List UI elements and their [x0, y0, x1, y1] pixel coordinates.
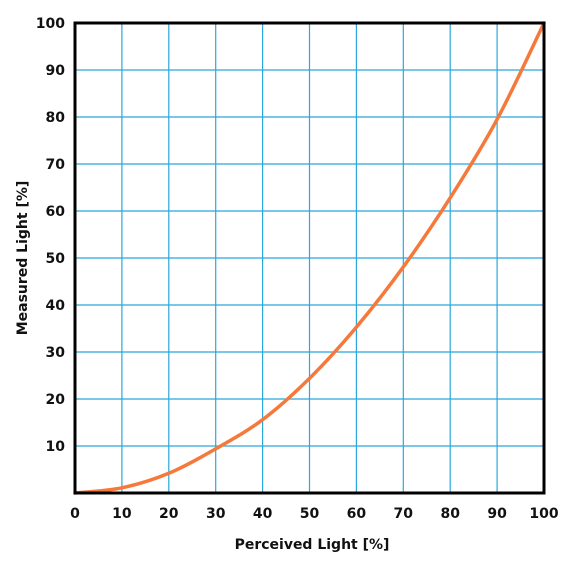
y-tick-label-70: 70	[46, 157, 66, 173]
y-tick-label-60: 60	[46, 204, 66, 220]
y-axis-title: Measured Light [%]	[15, 181, 31, 336]
y-tick-label-50: 50	[46, 251, 66, 267]
y-tick-label-30: 30	[46, 345, 66, 361]
y-tick-label-100: 100	[36, 16, 65, 32]
x-tick-label-30: 30	[206, 506, 226, 522]
x-tick-label-0: 0	[70, 506, 80, 522]
x-tick-label-10: 10	[112, 506, 132, 522]
grid	[75, 23, 544, 493]
x-tick-label-80: 80	[440, 506, 460, 522]
y-tick-label-80: 80	[46, 110, 66, 126]
y-tick-label-90: 90	[46, 63, 66, 79]
x-tick-label-50: 50	[300, 506, 320, 522]
x-tick-label-70: 70	[394, 506, 414, 522]
x-tick-label-100: 100	[529, 506, 558, 522]
series-line-0	[73, 21, 546, 495]
x-tick-label-60: 60	[347, 506, 367, 522]
y-tick-label-10: 10	[46, 439, 66, 455]
y-tick-label-40: 40	[46, 298, 66, 314]
x-tick-label-40: 40	[253, 506, 273, 522]
x-tick-labels: 0 10 20 30 40 50 60 70 80 90 100	[70, 506, 559, 522]
series-layer	[73, 21, 546, 495]
y-tick-labels: 10 20 30 40 50 60 70 80 90 100	[36, 16, 65, 455]
y-tick-label-20: 20	[46, 392, 66, 408]
x-axis-title: Perceived Light [%]	[235, 537, 390, 553]
plot-frame	[73, 21, 546, 495]
x-tick-label-90: 90	[487, 506, 507, 522]
x-tick-label-20: 20	[159, 506, 179, 522]
